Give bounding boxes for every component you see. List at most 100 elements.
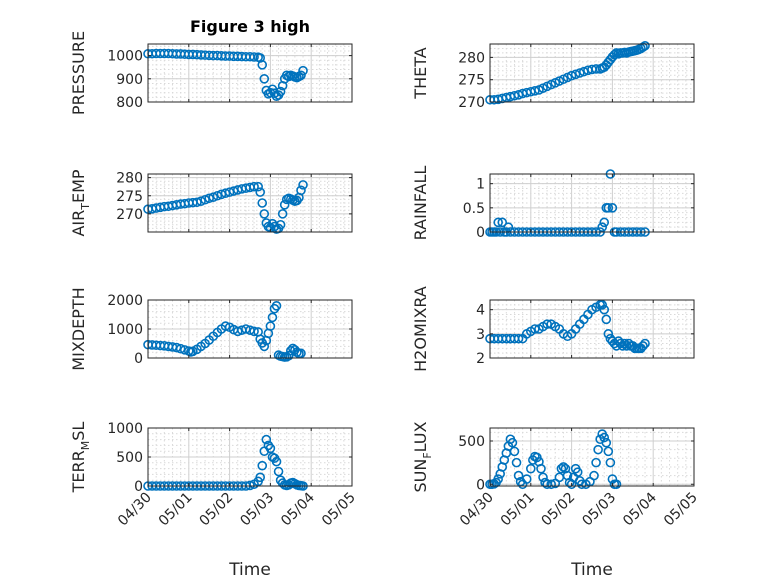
- data-point: [542, 319, 552, 329]
- data-point: [283, 350, 294, 361]
- y-tick-label: 500: [458, 434, 485, 450]
- y-axis-label: RAINFALL: [411, 166, 430, 241]
- y-tick-label: 280: [116, 171, 143, 187]
- data-point: [572, 467, 583, 477]
- data-point: [257, 198, 268, 208]
- data-point: [599, 217, 610, 228]
- data-point: [638, 42, 648, 52]
- y-tick-label: 270: [116, 207, 143, 223]
- y-tick-label: 275: [458, 73, 485, 89]
- data-point: [296, 185, 306, 196]
- y-tick-label: 800: [116, 95, 143, 111]
- axes-background: [147, 43, 353, 103]
- data-point: [601, 437, 612, 448]
- subplot-5: 0 1000 2000 MIXDEPTH: [69, 287, 353, 371]
- data-point: [271, 300, 282, 311]
- data-point: [530, 86, 540, 96]
- y-tick-label: 1000: [107, 322, 143, 338]
- y-tick-label: 500: [116, 450, 143, 466]
- data-point: [249, 326, 259, 337]
- y-tick-label: 275: [116, 189, 143, 205]
- y-tick-label: 3: [476, 327, 485, 343]
- data-point: [196, 196, 206, 206]
- y-axis-label: SUNFLUX: [411, 421, 434, 492]
- data-point: [538, 472, 548, 483]
- data-point: [576, 479, 587, 490]
- data-point: [546, 479, 557, 490]
- data-point: [255, 187, 266, 197]
- y-axis-label: MIXDEPTH: [69, 287, 88, 370]
- data-point: [245, 480, 255, 491]
- data-point: [204, 193, 214, 204]
- data-point: [536, 463, 546, 474]
- data-point: [267, 312, 278, 323]
- y-axis-label: PRESSURE: [69, 31, 88, 115]
- data-point: [292, 347, 302, 358]
- data-point: [525, 463, 536, 474]
- data-point: [513, 470, 524, 481]
- data-point: [621, 341, 632, 351]
- data-point: [597, 300, 608, 310]
- y-tick-label: 2000: [107, 293, 143, 309]
- data-point: [640, 338, 650, 349]
- axes-frame: [489, 43, 695, 103]
- data-point: [259, 341, 270, 352]
- data-point: [599, 304, 610, 315]
- data-point: [511, 457, 522, 468]
- data-point: [509, 446, 520, 457]
- y-tick-label: 1000: [107, 49, 143, 65]
- data-point: [574, 68, 585, 78]
- data-point: [259, 209, 270, 219]
- data-point: [200, 194, 210, 205]
- subplot-2: 270 275 280 THETA: [411, 40, 695, 111]
- data-point: [285, 345, 296, 356]
- data-point: [570, 69, 581, 80]
- y-tick-label: 280: [458, 50, 485, 66]
- data-point: [220, 321, 231, 331]
- data-point: [589, 470, 599, 481]
- y-tick-label: 2: [476, 351, 485, 367]
- data-point: [603, 446, 614, 457]
- data-point: [493, 217, 503, 228]
- data-point: [296, 348, 306, 359]
- data-point: [605, 457, 616, 468]
- data-point: [493, 474, 503, 484]
- data-point: [603, 203, 614, 213]
- y-tick-label: 4: [476, 303, 485, 319]
- data-point: [271, 456, 282, 467]
- data-point: [601, 314, 612, 325]
- data-point: [249, 52, 259, 62]
- data-point: [619, 338, 630, 349]
- data-point: [259, 74, 270, 84]
- data-point: [507, 437, 518, 448]
- y-axis-label: TERRMSL: [69, 422, 92, 494]
- data-point: [513, 333, 524, 344]
- y-axis-label: THETA: [411, 47, 430, 99]
- axes-frame: [147, 173, 353, 233]
- data-point: [530, 324, 540, 334]
- data-point: [275, 86, 286, 97]
- data-point: [277, 209, 288, 219]
- x-axis-label: Time: [228, 560, 271, 580]
- data-point: [591, 457, 601, 468]
- data-point: [503, 222, 514, 232]
- data-point: [599, 432, 610, 443]
- data-point: [261, 434, 272, 445]
- axes-frame: [489, 427, 695, 487]
- y-tick-label: 270: [458, 95, 485, 111]
- data-point: [497, 217, 508, 228]
- y-axis-label: AIRTEMP: [69, 169, 92, 236]
- data-point: [566, 70, 577, 81]
- data-point: [257, 60, 268, 70]
- y-tick-label: 900: [116, 72, 143, 88]
- data-point: [521, 474, 532, 484]
- data-point: [265, 321, 276, 331]
- data-point: [593, 444, 603, 455]
- subplot-6: 2 3 4 H2OMIXRA: [411, 286, 695, 372]
- data-point: [298, 180, 308, 190]
- axes-frame: [147, 43, 353, 103]
- data-point: [296, 70, 306, 81]
- data-point: [255, 472, 266, 483]
- data-point: [212, 190, 223, 201]
